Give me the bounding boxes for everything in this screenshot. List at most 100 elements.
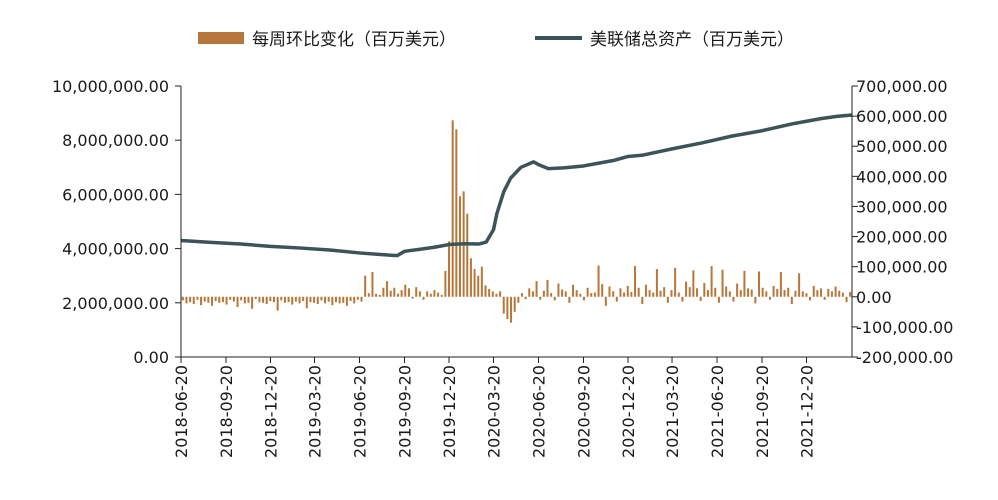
bar-weekly-change	[696, 288, 699, 297]
bar-weekly-change	[823, 296, 826, 300]
bar-weekly-change	[415, 287, 418, 297]
bar-weekly-change	[393, 287, 396, 297]
bar-weekly-change	[356, 296, 359, 300]
bar-weekly-change	[364, 275, 367, 297]
bar-weekly-change	[236, 296, 239, 308]
bar-weekly-change	[258, 296, 261, 303]
legend-label-weekly-change: 每周环比变化（百万美元）	[252, 30, 456, 50]
bar-weekly-change	[590, 293, 593, 297]
bar-weekly-change	[345, 296, 348, 306]
left-y-tick-label: 6,000,000.00	[62, 185, 169, 204]
bar-weekly-change	[608, 286, 611, 297]
bar-weekly-change	[386, 281, 389, 297]
bar-weekly-change	[739, 290, 742, 297]
bar-weekly-change	[652, 292, 655, 297]
bar-weekly-change	[488, 288, 491, 297]
bar-weekly-change	[601, 284, 604, 297]
bar-weekly-change	[659, 290, 662, 297]
x-tick-label: 2020-12-20	[619, 365, 638, 458]
bar-weekly-change	[706, 290, 709, 297]
bar-weekly-change	[845, 296, 848, 303]
bar-weekly-change	[440, 294, 443, 297]
bar-weekly-change	[717, 296, 720, 303]
bar-weekly-change	[473, 269, 476, 297]
left-y-tick-label: 0.00	[133, 348, 169, 367]
bar-weekly-change	[688, 287, 691, 297]
bar-weekly-change	[520, 293, 523, 297]
legend-swatch-weekly-change	[198, 32, 244, 44]
right-y-tick-label: -100,000.00	[856, 318, 953, 337]
bar-weekly-change	[265, 296, 268, 305]
bar-weekly-change	[218, 296, 221, 303]
x-tick-label: 2021-06-20	[708, 365, 727, 458]
bar-weekly-change	[495, 293, 498, 297]
bar-weekly-change	[572, 284, 575, 297]
bar-weekly-change	[787, 287, 790, 297]
bar-weekly-change	[247, 296, 250, 303]
bar-weekly-change	[666, 296, 669, 303]
bar-weekly-change	[732, 296, 735, 302]
bar-weekly-change	[542, 290, 545, 297]
right-y-tick-label: 300,000.00	[856, 197, 948, 216]
bar-weekly-change	[429, 293, 432, 297]
bar-weekly-change	[728, 291, 731, 297]
right-y-tick-label: 400,000.00	[856, 167, 948, 186]
bar-weekly-change	[772, 285, 775, 297]
right-y-tick-label: 0.00	[856, 288, 892, 307]
right-y-tick-label: -200,000.00	[856, 348, 953, 367]
bar-weekly-change	[809, 296, 812, 301]
bar-weekly-change	[433, 290, 436, 297]
bar-weekly-change	[200, 296, 203, 306]
bar-weekly-change	[466, 213, 469, 297]
bar-weekly-change	[564, 291, 567, 297]
bar-weekly-change	[582, 296, 585, 301]
x-tick-label: 2019-12-20	[440, 365, 459, 458]
bar-weekly-change	[794, 290, 797, 297]
bar-weekly-change	[790, 296, 793, 305]
bar-weekly-change	[455, 129, 458, 297]
bar-weekly-change	[663, 287, 666, 297]
bar-weekly-change	[838, 290, 841, 297]
bar-weekly-change	[294, 296, 297, 302]
bar-weekly-change	[375, 293, 378, 297]
bar-weekly-change	[378, 294, 381, 297]
bar-weekly-change	[342, 296, 345, 303]
line-series-fed-total-assets	[180, 113, 853, 258]
bar-weekly-change	[648, 290, 651, 297]
bar-weekly-change	[736, 283, 739, 297]
bar-weekly-change	[783, 290, 786, 297]
bar-weekly-change	[491, 291, 494, 297]
bar-weekly-change	[699, 296, 702, 301]
bar-weekly-change	[371, 272, 374, 297]
bar-weekly-change	[561, 289, 564, 297]
bar-weekly-change	[634, 266, 637, 297]
left-y-tick-label: 10,000,000.00	[52, 77, 169, 96]
x-axis-ticks: 2018-06-20 2018-09-20 2018-12-20 2019-03-20…	[172, 357, 817, 458]
bar-weekly-change	[805, 293, 808, 297]
bar-weekly-change	[539, 296, 542, 300]
bar-weekly-change	[816, 290, 819, 297]
x-tick-label: 2018-12-20	[261, 365, 280, 458]
bar-weekly-change	[305, 296, 308, 309]
bar-weekly-change	[557, 283, 560, 297]
bar-weekly-change	[586, 287, 589, 297]
bar-weekly-change	[779, 272, 782, 297]
bar-weekly-change	[553, 296, 556, 301]
bar-weekly-change	[721, 269, 724, 297]
bar-weekly-change	[324, 296, 327, 304]
bar-weekly-change	[747, 288, 750, 297]
x-tick-label: 2020-06-20	[530, 365, 549, 458]
bar-weekly-change	[309, 296, 312, 303]
bar-weekly-change	[313, 296, 316, 303]
bar-weekly-change	[714, 287, 717, 297]
bar-weekly-change	[597, 265, 600, 297]
right-y-tick-label: 100,000.00	[856, 258, 948, 277]
bar-weekly-change	[681, 296, 684, 302]
bar-weekly-change	[349, 296, 352, 301]
bar-weekly-change	[655, 269, 658, 297]
bar-weekly-change	[280, 296, 283, 301]
bar-weekly-change	[710, 266, 713, 297]
bar-weekly-change	[316, 296, 319, 305]
bar-weekly-change	[203, 296, 206, 302]
bar-weekly-change	[513, 296, 516, 312]
